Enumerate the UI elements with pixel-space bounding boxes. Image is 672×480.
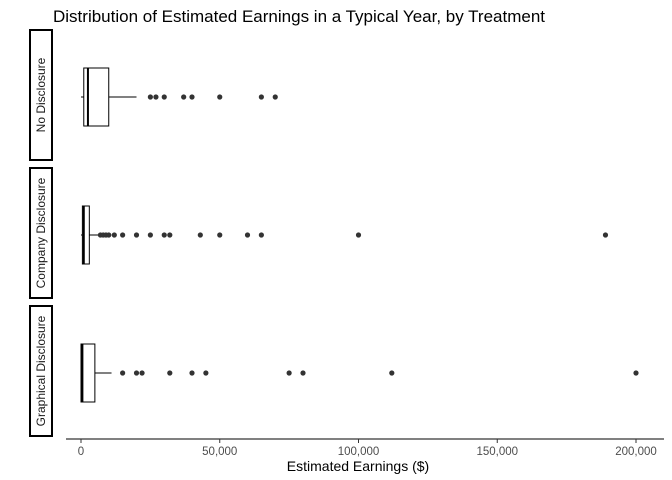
chart-title: Distribution of Estimated Earnings in a …	[53, 7, 545, 26]
box	[80, 343, 96, 403]
panel-1: No Disclosure	[29, 29, 278, 161]
outlier-point	[133, 370, 140, 376]
panel-2: Company Disclosure	[29, 167, 609, 299]
outlier-point	[133, 232, 140, 238]
facet-strip	[29, 167, 53, 299]
outlier-point	[167, 370, 173, 376]
outlier-point	[120, 370, 126, 376]
panel-3: Graphical Disclosure	[29, 305, 639, 437]
x-tick-label: 150,000	[476, 446, 518, 458]
outlier-point	[111, 232, 117, 238]
outlier-point	[189, 94, 195, 100]
facet-strip	[29, 29, 53, 161]
facet-strip-label: No Disclosure	[34, 57, 48, 132]
outlier-point	[389, 370, 395, 376]
x-axis: 0 50,000 100,000 150,000 200,000	[66, 438, 664, 458]
outlier-point	[272, 94, 278, 100]
outlier-point	[161, 232, 167, 238]
facet-strip-label: Company Disclosure	[34, 177, 48, 288]
outlier-point	[633, 370, 639, 376]
outlier-point	[197, 232, 203, 238]
x-tick-label: 100,000	[338, 446, 380, 458]
outlier-point	[120, 232, 126, 238]
outlier-point	[602, 232, 609, 238]
facet-strip	[29, 305, 53, 437]
outlier-point	[258, 94, 264, 100]
outlier-point	[258, 232, 264, 238]
facet-panels: No Disclosure Company Disclosure Graphical…	[29, 29, 639, 437]
outlier-point	[300, 370, 306, 376]
outlier-point	[147, 94, 153, 100]
x-axis-label: Estimated Earnings ($)	[287, 458, 429, 474]
box	[81, 205, 90, 265]
outlier-point	[153, 94, 159, 100]
outlier-point	[189, 370, 195, 376]
x-tick-label: 50,000	[202, 446, 237, 458]
outlier-point	[106, 232, 112, 238]
outlier-point	[355, 232, 362, 238]
outlier-point	[217, 232, 223, 238]
x-tick-label: 200,000	[615, 446, 657, 458]
outlier-point	[286, 370, 292, 376]
facet-strip-label: Graphical Disclosure	[34, 315, 48, 426]
outlier-point	[139, 370, 145, 376]
outlier-point	[217, 94, 223, 100]
x-tick-label: 0	[78, 446, 84, 458]
outlier-point	[167, 232, 173, 238]
outlier-point	[147, 232, 153, 238]
outlier-point	[161, 94, 167, 100]
outlier-point	[181, 94, 187, 100]
outlier-point	[244, 232, 251, 238]
outlier-point	[203, 370, 209, 376]
